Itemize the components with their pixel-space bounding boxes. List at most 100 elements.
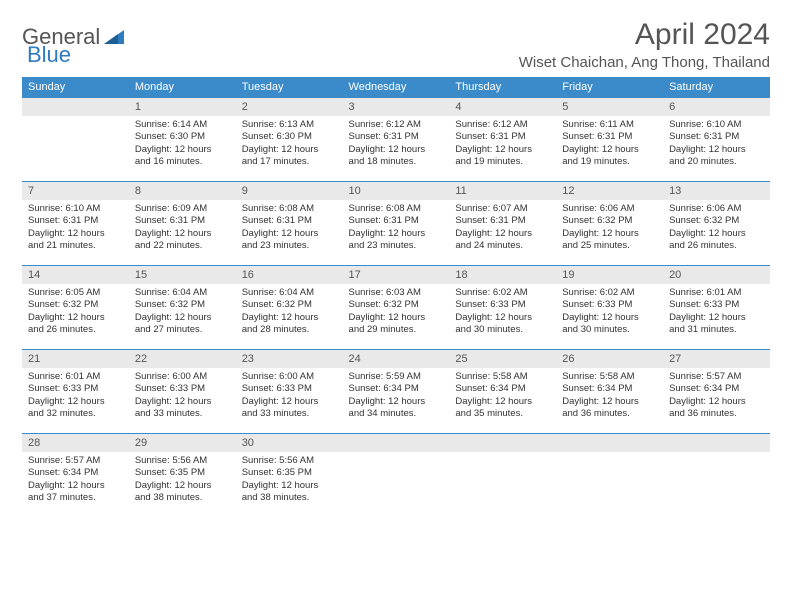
day-number: 9	[236, 181, 343, 200]
day-body: Sunrise: 6:06 AMSunset: 6:32 PMDaylight:…	[556, 200, 663, 256]
day-body: Sunrise: 5:59 AMSunset: 6:34 PMDaylight:…	[343, 368, 450, 424]
calendar-cell: 11Sunrise: 6:07 AMSunset: 6:31 PMDayligh…	[449, 181, 556, 265]
day-body: Sunrise: 6:12 AMSunset: 6:31 PMDaylight:…	[449, 116, 556, 172]
day-line: Sunset: 6:32 PM	[28, 299, 123, 311]
day-number: 13	[663, 181, 770, 200]
day-body: Sunrise: 6:09 AMSunset: 6:31 PMDaylight:…	[129, 200, 236, 256]
day-line: Daylight: 12 hours and 31 minutes.	[669, 312, 764, 337]
calendar-cell: 17Sunrise: 6:03 AMSunset: 6:32 PMDayligh…	[343, 265, 450, 349]
day-line: Sunrise: 5:58 AM	[562, 371, 657, 383]
day-line: Sunset: 6:30 PM	[242, 131, 337, 143]
calendar-row: 7Sunrise: 6:10 AMSunset: 6:31 PMDaylight…	[22, 181, 770, 265]
calendar-row: 28Sunrise: 5:57 AMSunset: 6:34 PMDayligh…	[22, 433, 770, 517]
calendar-body: 1Sunrise: 6:14 AMSunset: 6:30 PMDaylight…	[22, 97, 770, 517]
day-line: Daylight: 12 hours and 19 minutes.	[562, 144, 657, 169]
day-line: Daylight: 12 hours and 28 minutes.	[242, 312, 337, 337]
calendar-cell: 20Sunrise: 6:01 AMSunset: 6:33 PMDayligh…	[663, 265, 770, 349]
day-line: Sunset: 6:33 PM	[28, 383, 123, 395]
calendar-cell	[556, 433, 663, 517]
day-line: Sunset: 6:31 PM	[242, 215, 337, 227]
day-number: 7	[22, 181, 129, 200]
day-line: Sunset: 6:34 PM	[28, 467, 123, 479]
day-line: Sunrise: 5:57 AM	[28, 455, 123, 467]
day-number	[22, 97, 129, 116]
day-body: Sunrise: 6:11 AMSunset: 6:31 PMDaylight:…	[556, 116, 663, 172]
calendar-cell: 29Sunrise: 5:56 AMSunset: 6:35 PMDayligh…	[129, 433, 236, 517]
calendar-cell: 7Sunrise: 6:10 AMSunset: 6:31 PMDaylight…	[22, 181, 129, 265]
day-number: 3	[343, 97, 450, 116]
day-line: Sunrise: 6:08 AM	[349, 203, 444, 215]
day-number: 24	[343, 349, 450, 368]
day-number	[663, 433, 770, 452]
calendar-cell: 1Sunrise: 6:14 AMSunset: 6:30 PMDaylight…	[129, 97, 236, 181]
day-line: Sunrise: 6:02 AM	[455, 287, 550, 299]
day-number	[343, 433, 450, 452]
location-text: Wiset Chaichan, Ang Thong, Thailand	[519, 54, 770, 71]
day-line: Sunrise: 6:11 AM	[562, 119, 657, 131]
logo-blue-wrap: Blue	[27, 42, 71, 68]
day-line: Sunset: 6:31 PM	[455, 131, 550, 143]
day-line: Sunset: 6:31 PM	[28, 215, 123, 227]
day-number: 8	[129, 181, 236, 200]
calendar-cell: 4Sunrise: 6:12 AMSunset: 6:31 PMDaylight…	[449, 97, 556, 181]
day-number: 12	[556, 181, 663, 200]
calendar-cell: 28Sunrise: 5:57 AMSunset: 6:34 PMDayligh…	[22, 433, 129, 517]
weekday-header: Saturday	[663, 77, 770, 97]
weekday-header: Tuesday	[236, 77, 343, 97]
day-number: 10	[343, 181, 450, 200]
day-line: Daylight: 12 hours and 25 minutes.	[562, 228, 657, 253]
day-number: 2	[236, 97, 343, 116]
day-line: Daylight: 12 hours and 36 minutes.	[669, 396, 764, 421]
day-number	[556, 433, 663, 452]
day-body: Sunrise: 6:14 AMSunset: 6:30 PMDaylight:…	[129, 116, 236, 172]
title-block: April 2024 Wiset Chaichan, Ang Thong, Th…	[519, 18, 770, 71]
day-number: 5	[556, 97, 663, 116]
calendar-header-row: SundayMondayTuesdayWednesdayThursdayFrid…	[22, 77, 770, 97]
day-line: Daylight: 12 hours and 26 minutes.	[28, 312, 123, 337]
day-line: Sunrise: 6:04 AM	[135, 287, 230, 299]
day-body: Sunrise: 5:56 AMSunset: 6:35 PMDaylight:…	[129, 452, 236, 508]
day-line: Sunrise: 6:00 AM	[242, 371, 337, 383]
day-body: Sunrise: 6:13 AMSunset: 6:30 PMDaylight:…	[236, 116, 343, 172]
calendar-cell: 30Sunrise: 5:56 AMSunset: 6:35 PMDayligh…	[236, 433, 343, 517]
day-body: Sunrise: 6:08 AMSunset: 6:31 PMDaylight:…	[343, 200, 450, 256]
day-body: Sunrise: 5:58 AMSunset: 6:34 PMDaylight:…	[449, 368, 556, 424]
day-number: 4	[449, 97, 556, 116]
day-body: Sunrise: 6:10 AMSunset: 6:31 PMDaylight:…	[663, 116, 770, 172]
day-number: 14	[22, 265, 129, 284]
logo-text-blue: Blue	[27, 42, 71, 67]
day-number: 15	[129, 265, 236, 284]
calendar-cell	[343, 433, 450, 517]
day-line: Sunset: 6:31 PM	[349, 215, 444, 227]
calendar-cell	[449, 433, 556, 517]
day-body: Sunrise: 5:57 AMSunset: 6:34 PMDaylight:…	[663, 368, 770, 424]
day-number: 1	[129, 97, 236, 116]
weekday-header: Monday	[129, 77, 236, 97]
calendar-cell: 10Sunrise: 6:08 AMSunset: 6:31 PMDayligh…	[343, 181, 450, 265]
calendar-cell: 12Sunrise: 6:06 AMSunset: 6:32 PMDayligh…	[556, 181, 663, 265]
calendar-row: 21Sunrise: 6:01 AMSunset: 6:33 PMDayligh…	[22, 349, 770, 433]
day-line: Sunrise: 5:56 AM	[242, 455, 337, 467]
day-line: Sunrise: 5:57 AM	[669, 371, 764, 383]
logo-triangle-icon	[104, 26, 124, 49]
day-line: Sunset: 6:33 PM	[562, 299, 657, 311]
weekday-header: Sunday	[22, 77, 129, 97]
day-body: Sunrise: 6:12 AMSunset: 6:31 PMDaylight:…	[343, 116, 450, 172]
day-number: 22	[129, 349, 236, 368]
day-number: 20	[663, 265, 770, 284]
day-line: Sunrise: 6:06 AM	[562, 203, 657, 215]
day-line: Sunset: 6:33 PM	[669, 299, 764, 311]
day-line: Sunrise: 6:04 AM	[242, 287, 337, 299]
day-line: Sunrise: 6:14 AM	[135, 119, 230, 131]
calendar-cell: 6Sunrise: 6:10 AMSunset: 6:31 PMDaylight…	[663, 97, 770, 181]
day-body: Sunrise: 6:01 AMSunset: 6:33 PMDaylight:…	[663, 284, 770, 340]
day-number: 28	[22, 433, 129, 452]
calendar-cell: 24Sunrise: 5:59 AMSunset: 6:34 PMDayligh…	[343, 349, 450, 433]
day-line: Daylight: 12 hours and 22 minutes.	[135, 228, 230, 253]
day-number: 16	[236, 265, 343, 284]
calendar-cell: 3Sunrise: 6:12 AMSunset: 6:31 PMDaylight…	[343, 97, 450, 181]
day-number: 30	[236, 433, 343, 452]
day-line: Sunset: 6:33 PM	[455, 299, 550, 311]
day-body: Sunrise: 6:04 AMSunset: 6:32 PMDaylight:…	[236, 284, 343, 340]
day-body: Sunrise: 6:01 AMSunset: 6:33 PMDaylight:…	[22, 368, 129, 424]
